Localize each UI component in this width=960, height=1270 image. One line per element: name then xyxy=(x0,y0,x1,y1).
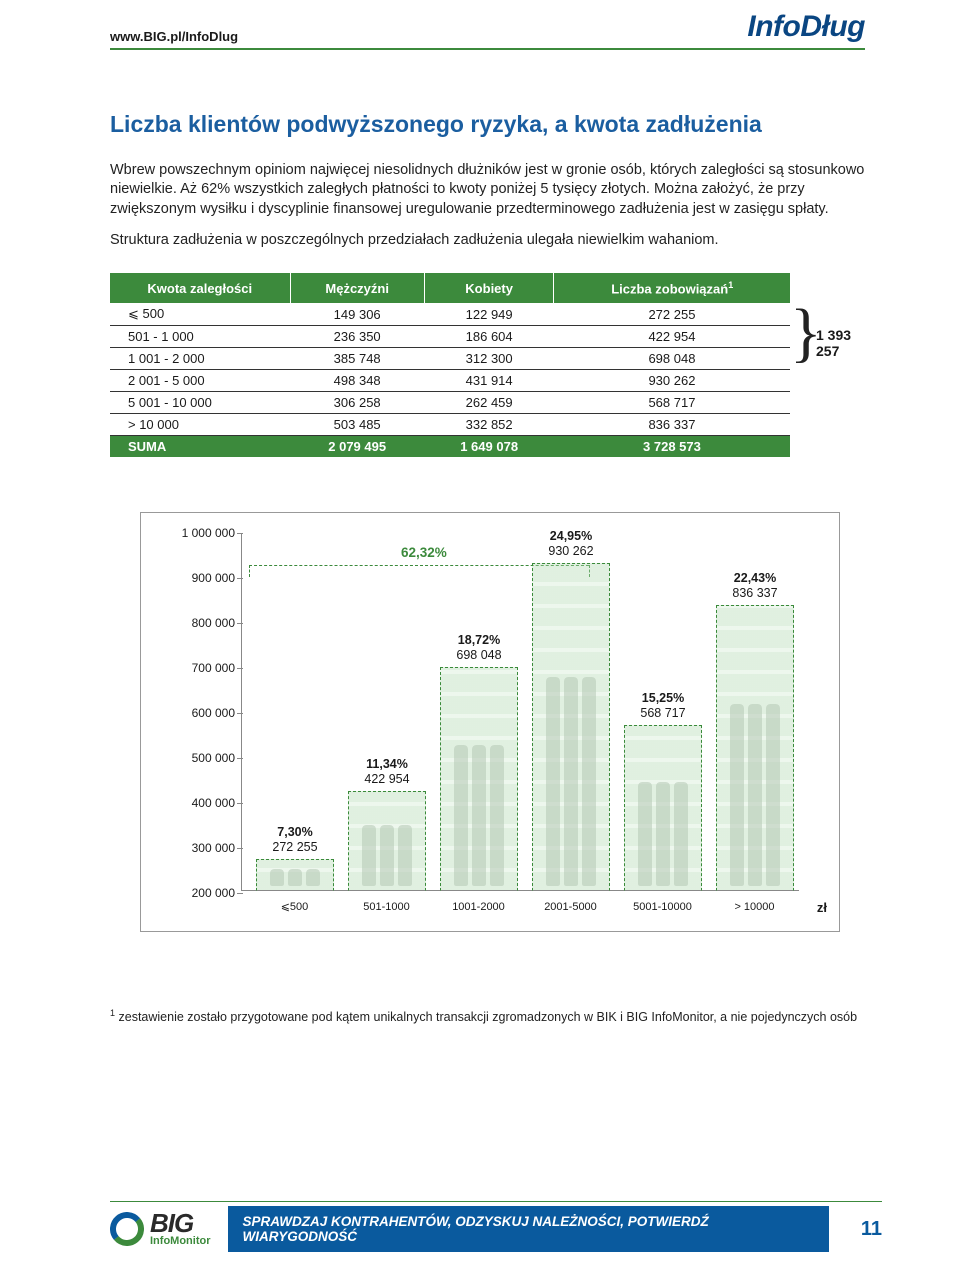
bar-value-label: 7,30%272 255 xyxy=(245,825,345,855)
bar-value-label: 11,34%422 954 xyxy=(337,757,437,787)
y-tick-label: 900 000 xyxy=(165,571,235,585)
x-tick-label: > 10000 xyxy=(712,901,797,913)
y-tick-mark xyxy=(237,713,243,714)
bar-value-label: 24,95%930 262 xyxy=(521,529,621,559)
footer-bar-text: SPRAWDZAJ KONTRAHENTÓW, ODZYSKUJ NALEŻNO… xyxy=(228,1206,828,1252)
bracket-62-label: 62,32% xyxy=(401,545,447,560)
table-cell: 385 748 xyxy=(290,348,424,370)
x-tick-label: 5001-10000 xyxy=(620,901,705,913)
logo-icon xyxy=(110,1212,144,1246)
th-kwota: Kwota zaległości xyxy=(110,273,290,303)
bar-value-label: 22,43%836 337 xyxy=(705,571,805,601)
th-mezczyzni: Mężczyźni xyxy=(290,273,424,303)
x-tick-label: 2001-5000 xyxy=(528,901,613,913)
header-rule xyxy=(110,48,865,50)
table-cell: 5 001 - 10 000 xyxy=(110,392,290,414)
table-cell: 312 300 xyxy=(424,348,554,370)
y-tick-mark xyxy=(237,668,243,669)
x-tick-label: 1001-2000 xyxy=(436,901,521,913)
y-tick-mark xyxy=(237,803,243,804)
table-cell: 272 255 xyxy=(554,303,790,326)
bar-value-label: 18,72%698 048 xyxy=(429,633,529,663)
y-tick-mark xyxy=(237,623,243,624)
logo-text-sub: InfoMonitor xyxy=(150,1236,210,1246)
footer-rule xyxy=(110,1201,882,1202)
footer-logo: BIG InfoMonitor xyxy=(110,1212,210,1246)
paragraph-2: Struktura zadłużenia w poszczególnych pr… xyxy=(110,231,865,251)
data-table: Kwota zaległości Mężczyźni Kobiety Liczb… xyxy=(110,273,790,457)
th-kobiety: Kobiety xyxy=(424,273,554,303)
y-tick-label: 300 000 xyxy=(165,841,235,855)
page-number: 11 xyxy=(861,1218,882,1241)
chart-bar xyxy=(532,563,610,892)
footer: BIG InfoMonitor SPRAWDZAJ KONTRAHENTÓW, … xyxy=(0,1206,960,1252)
x-axis-unit: zł xyxy=(817,900,827,915)
bar-chart: 62,32% zł 1 000 000 900 000 800 000 700 000… xyxy=(140,512,840,932)
table-cell: 1 001 - 2 000 xyxy=(110,348,290,370)
table-cell: 503 485 xyxy=(290,414,424,436)
table-cell: 930 262 xyxy=(554,370,790,392)
y-tick-label: 1 000 000 xyxy=(165,526,235,540)
chart-bar xyxy=(256,859,334,892)
table-cell: 501 - 1 000 xyxy=(110,326,290,348)
header-brand: InfoDług xyxy=(747,10,865,44)
table-cell: 698 048 xyxy=(554,348,790,370)
sum-cell: 1 649 078 xyxy=(424,436,554,458)
page-title: Liczba klientów podwyższonego ryzyka, a … xyxy=(110,110,865,139)
table-cell: 422 954 xyxy=(554,326,790,348)
table-cell: 2 001 - 5 000 xyxy=(110,370,290,392)
table-cell: 836 337 xyxy=(554,414,790,436)
bracket-62-tick-l xyxy=(249,565,250,577)
chart-bar xyxy=(440,667,518,891)
sum-label: SUMA xyxy=(110,436,290,458)
y-tick-label: 800 000 xyxy=(165,616,235,630)
footnote: 1 zestawienie zostało przygotowane pod k… xyxy=(110,1007,865,1026)
y-tick-mark xyxy=(237,758,243,759)
table-cell: 262 459 xyxy=(424,392,554,414)
th-liczba: Liczba zobowiązań1 xyxy=(554,273,790,303)
y-tick-label: 400 000 xyxy=(165,796,235,810)
table-cell: 122 949 xyxy=(424,303,554,326)
y-tick-label: 200 000 xyxy=(165,886,235,900)
table-cell: 498 348 xyxy=(290,370,424,392)
table-cell: 186 604 xyxy=(424,326,554,348)
x-tick-label: ⩽500 xyxy=(252,900,337,913)
table-cell: 236 350 xyxy=(290,326,424,348)
y-tick-mark xyxy=(237,848,243,849)
sum-cell: 3 728 573 xyxy=(554,436,790,458)
y-tick-mark xyxy=(237,533,243,534)
paragraph-1: Wbrew powszechnym opiniom najwięcej nies… xyxy=(110,161,865,220)
table-cell: 332 852 xyxy=(424,414,554,436)
chart-bar xyxy=(624,725,702,891)
brace-total: 1 393 257 xyxy=(816,327,865,359)
table-cell: 306 258 xyxy=(290,392,424,414)
table-cell: 431 914 xyxy=(424,370,554,392)
x-tick-label: 501-1000 xyxy=(344,901,429,913)
data-table-wrap: Kwota zaległości Mężczyźni Kobiety Liczb… xyxy=(110,273,865,457)
y-tick-mark xyxy=(237,578,243,579)
y-tick-label: 700 000 xyxy=(165,661,235,675)
header-url: www.BIG.pl/InfoDlug xyxy=(110,29,238,44)
table-cell: 149 306 xyxy=(290,303,424,326)
sum-cell: 2 079 495 xyxy=(290,436,424,458)
y-tick-label: 600 000 xyxy=(165,706,235,720)
y-tick-mark xyxy=(237,893,243,894)
bar-value-label: 15,25%568 717 xyxy=(613,691,713,721)
table-cell: 568 717 xyxy=(554,392,790,414)
table-cell: > 10 000 xyxy=(110,414,290,436)
table-cell: ⩽ 500 xyxy=(110,303,290,326)
logo-text-big: BIG xyxy=(150,1212,210,1236)
chart-bar xyxy=(716,605,794,891)
y-tick-label: 500 000 xyxy=(165,751,235,765)
chart-bar xyxy=(348,791,426,891)
